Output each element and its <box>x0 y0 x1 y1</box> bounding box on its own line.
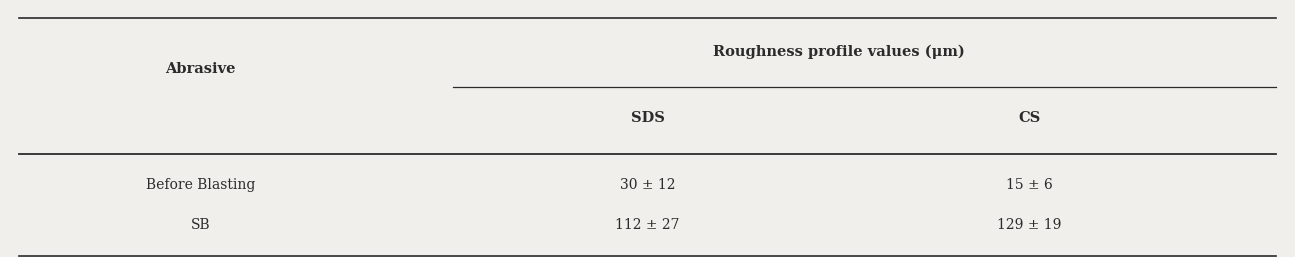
Text: 112 ± 27: 112 ± 27 <box>615 218 680 232</box>
Text: 129 ± 19: 129 ± 19 <box>997 218 1062 232</box>
Text: SB: SB <box>190 218 211 232</box>
Text: Roughness profile values (μm): Roughness profile values (μm) <box>712 44 965 59</box>
Text: Abrasive: Abrasive <box>166 62 236 76</box>
Text: 30 ± 12: 30 ± 12 <box>620 178 675 192</box>
Text: CS: CS <box>1018 111 1041 125</box>
Text: SDS: SDS <box>631 111 664 125</box>
Text: 15 ± 6: 15 ± 6 <box>1006 178 1053 192</box>
Text: Before Blasting: Before Blasting <box>146 178 255 192</box>
